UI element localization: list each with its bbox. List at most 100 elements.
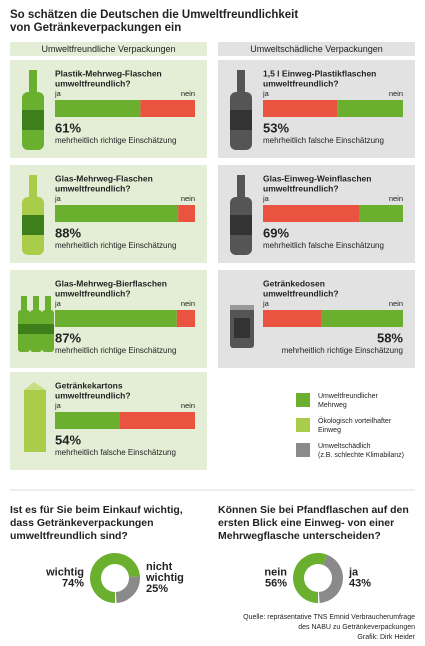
question-line: Können Sie bei Pfandflaschen auf den [218, 504, 409, 516]
assessment: mehrheitlich richtige Einschätzung [55, 241, 176, 250]
no-label: nein [181, 299, 195, 308]
question-line: ersten Blick eine Einweg- von einer [218, 517, 394, 529]
panel-question: umweltfreundlich? [55, 288, 131, 298]
carton-icon [24, 390, 46, 452]
panel-question: umweltfreundlich? [55, 390, 131, 400]
can-label [234, 318, 250, 338]
donut-label: nicht [146, 561, 173, 573]
no-label: nein [389, 194, 403, 203]
column-heading-bg [218, 42, 415, 56]
donut-segment [292, 553, 328, 603]
carton-top [24, 382, 46, 390]
bottle-label [22, 110, 44, 130]
yes-label: ja [54, 194, 62, 203]
question-line: Mehrwegflasche unterscheiden? [218, 530, 381, 542]
yes-label: ja [54, 299, 62, 308]
yes-label: ja [54, 401, 62, 410]
bar-segment [55, 310, 177, 327]
bar-segment [55, 100, 141, 117]
assessment: mehrheitlich falsche Einschätzung [263, 241, 384, 250]
bottle-label [42, 324, 54, 334]
panel-name: Plastik-Mehrweg-Flaschen [55, 68, 162, 78]
no-label: nein [389, 299, 403, 308]
bottle-neck [45, 296, 51, 312]
bottle-neck [33, 296, 39, 312]
source-line: des NABU zu Getränkeverpackungen [298, 624, 415, 631]
bar-segment [55, 205, 179, 222]
yes-label: ja [262, 89, 270, 98]
result-value: 53% [263, 120, 289, 135]
can-top [230, 305, 254, 310]
bottle-label [230, 215, 252, 235]
column-heading-bg [10, 42, 207, 56]
donut-label: ja [348, 566, 359, 578]
question-line: dass Getränkeverpackungen [10, 517, 154, 529]
panel-name: 1,5 l Einweg-Plastikflaschen [263, 68, 376, 78]
panel-question: umweltfreundlich? [263, 183, 339, 193]
donut-value: 74% [62, 577, 84, 589]
bar-segment [263, 310, 322, 327]
yes-label: ja [262, 194, 270, 203]
result-value: 61% [55, 120, 81, 135]
bottle-label [18, 324, 30, 334]
legend-swatch [296, 393, 310, 407]
question-line: umweltfreundlich sind? [10, 530, 128, 542]
panel-name: Getränkedosen [263, 278, 325, 288]
donut-value: 25% [146, 583, 168, 595]
source-line: Grafik: Dirk Heider [357, 634, 415, 641]
donut-label: wichtig [45, 566, 84, 578]
no-label: nein [181, 194, 195, 203]
result-value: 88% [55, 225, 81, 240]
bar-segment [119, 412, 195, 429]
bar-segment [359, 205, 403, 222]
bar-segment [321, 310, 403, 327]
donut-value: 43% [349, 577, 371, 589]
source-line: Quelle: repräsentative TNS Emnid Verbrau… [243, 614, 415, 621]
title-line: von Getränkeverpackungen ein [10, 22, 181, 34]
assessment: mehrheitlich richtige Einschätzung [282, 346, 403, 355]
donut-value: 56% [265, 577, 287, 589]
donut-label: wichtig [145, 572, 184, 584]
legend-swatch [296, 418, 310, 432]
no-label: nein [181, 89, 195, 98]
bottle-neck [21, 296, 27, 312]
bottle-label [230, 110, 252, 130]
bar-segment [176, 310, 195, 327]
panel-name: Glas-Mehrweg-Flaschen [55, 173, 153, 183]
column-heading: Umweltfreundliche Verpackungen [41, 44, 175, 54]
legend-text: Mehrweg [318, 402, 347, 409]
bar-segment [337, 100, 403, 117]
no-label: nein [389, 89, 403, 98]
bar-segment [263, 205, 360, 222]
legend-swatch [296, 443, 310, 457]
bottle-label [22, 215, 44, 235]
panel-name: Glas-Mehrweg-Bierflaschen [55, 278, 167, 288]
donut-segment [318, 554, 343, 603]
legend-text: Umweltschädlich [318, 443, 371, 450]
legend-text: Einweg [318, 427, 341, 434]
bar-segment [55, 412, 120, 429]
result-value: 87% [55, 330, 81, 345]
question-line: Ist es für Sie beim Einkauf wichtig, [10, 504, 183, 516]
bottle-neck [237, 175, 245, 199]
title-line: So schätzen die Deutschen die Umweltfreu… [10, 9, 298, 21]
result-value: 54% [55, 432, 81, 447]
bottle-neck [29, 70, 37, 94]
assessment: mehrheitlich falsche Einschätzung [263, 136, 384, 145]
donut-segment [89, 552, 140, 603]
column-heading: Umweltschädliche Verpackungen [250, 44, 383, 54]
donut-segment [115, 576, 140, 603]
legend-text: Umweltfreundlicher [318, 393, 379, 400]
legend-text: Ökologisch vorteilhafter [318, 417, 392, 425]
yes-label: ja [262, 299, 270, 308]
panel-name: Glas-Einweg-Weinflaschen [263, 173, 371, 183]
assessment: mehrheitlich richtige Einschätzung [55, 346, 176, 355]
panel-name: Getränkekartons [55, 380, 123, 390]
assessment: mehrheitlich richtige Einschätzung [55, 136, 176, 145]
assessment: mehrheitlich falsche Einschätzung [55, 448, 176, 457]
donut-label: nein [264, 566, 287, 578]
no-label: nein [181, 401, 195, 410]
result-value: 69% [263, 225, 289, 240]
panel-question: umweltfreundlich? [263, 78, 339, 88]
